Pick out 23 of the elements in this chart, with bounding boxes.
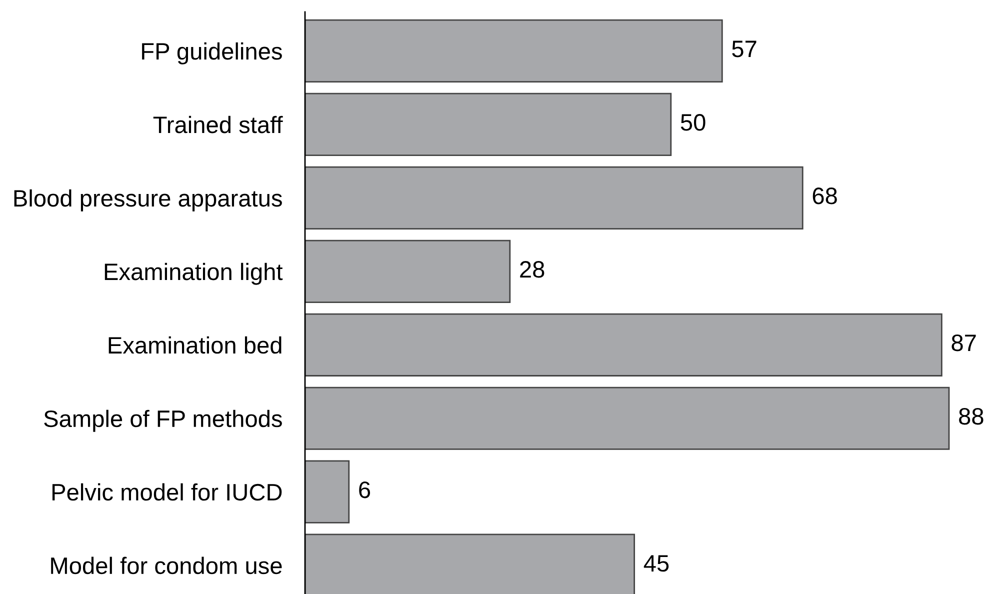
bar	[305, 460, 350, 524]
data-label: 6	[359, 481, 370, 498]
data-label: 88	[959, 408, 984, 425]
data-label: 50	[680, 114, 706, 131]
y-tick-label: Examination bed	[108, 336, 282, 354]
data-label: 45	[644, 555, 669, 572]
y-tick-label: Trained staff	[153, 116, 283, 134]
y-tick-label: Examination light	[104, 262, 283, 285]
data-label: 68	[812, 188, 837, 204]
bar	[305, 386, 950, 450]
bar	[305, 240, 511, 303]
y-tick-label: Model for condom use	[51, 556, 282, 574]
bar	[305, 313, 942, 376]
bar	[305, 166, 804, 230]
data-label: 28	[520, 261, 544, 278]
y-tick-label: Pelvic model for IUCD	[52, 483, 282, 501]
bar	[305, 92, 672, 156]
data-label: 87	[952, 334, 976, 352]
y-tick-label: FP guidelines	[142, 42, 282, 64]
y-tick-label: Sample of FP methods	[44, 410, 282, 432]
bar	[305, 19, 723, 83]
y-tick-label: Blood pressure apparatus	[14, 189, 282, 212]
data-label: 57	[732, 40, 756, 58]
